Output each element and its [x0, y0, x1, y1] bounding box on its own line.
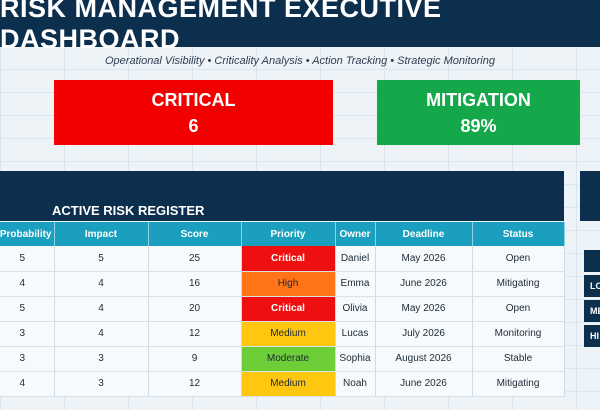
table-row[interactable]: 3 4 12 Medium Lucas July 2026 Monitoring	[0, 321, 565, 347]
cell-owner[interactable]: Lucas	[335, 321, 376, 347]
column-header-probability[interactable]: Probability	[0, 222, 55, 246]
cell-deadline[interactable]: June 2026	[375, 271, 473, 297]
side-panel-row-medium: ME	[584, 300, 600, 322]
cell-owner[interactable]: Sophia	[335, 346, 376, 372]
risk-register-table: Probability Impact Score Priority Owner …	[0, 222, 565, 397]
table-header-row: Probability Impact Score Priority Owner …	[0, 222, 565, 246]
kpi-critical-value: 6	[188, 115, 199, 136]
cell-score[interactable]: 12	[148, 321, 242, 347]
table-row[interactable]: 5 4 20 Critical Olivia May 2026 Open	[0, 296, 565, 322]
cell-status[interactable]: Open	[472, 246, 565, 272]
cell-priority[interactable]: Moderate	[241, 346, 336, 372]
table-row[interactable]: 3 3 9 Moderate Sophia August 2026 Stable	[0, 346, 565, 372]
cell-score[interactable]: 12	[148, 371, 242, 397]
cell-deadline[interactable]: May 2026	[375, 246, 473, 272]
cell-score[interactable]: 16	[148, 271, 242, 297]
cell-priority[interactable]: Medium	[241, 371, 336, 397]
side-panel-row-high: HI	[584, 325, 600, 347]
table-row[interactable]: 4 4 16 High Emma June 2026 Mitigating	[0, 271, 565, 297]
side-panel-header-band	[580, 171, 600, 221]
cell-owner[interactable]: Olivia	[335, 296, 376, 322]
cell-score[interactable]: 20	[148, 296, 242, 322]
column-header-deadline[interactable]: Deadline	[375, 222, 473, 246]
cell-status[interactable]: Mitigating	[472, 371, 565, 397]
cell-probability[interactable]: 5	[0, 296, 55, 322]
cell-status[interactable]: Mitigating	[472, 271, 565, 297]
cell-impact[interactable]: 4	[54, 296, 149, 322]
cell-priority[interactable]: High	[241, 271, 336, 297]
cell-status[interactable]: Open	[472, 296, 565, 322]
cell-priority[interactable]: Critical	[241, 296, 336, 322]
cell-deadline[interactable]: June 2026	[375, 371, 473, 397]
register-title: ACTIVE RISK REGISTER	[52, 203, 205, 218]
cell-impact[interactable]: 3	[54, 346, 149, 372]
cell-impact[interactable]: 4	[54, 271, 149, 297]
column-header-owner[interactable]: Owner	[335, 222, 376, 246]
table-row[interactable]: 5 5 25 Critical Daniel May 2026 Open	[0, 246, 565, 272]
cell-probability[interactable]: 3	[0, 321, 55, 347]
cell-probability[interactable]: 3	[0, 346, 55, 372]
column-header-priority[interactable]: Priority	[241, 222, 336, 246]
cell-probability[interactable]: 5	[0, 246, 55, 272]
cell-deadline[interactable]: August 2026	[375, 346, 473, 372]
cell-status[interactable]: Monitoring	[472, 321, 565, 347]
kpi-mitigation-card[interactable]: MITIGATION 89%	[377, 80, 580, 145]
table-row[interactable]: 4 3 12 Medium Noah June 2026 Mitigating	[0, 371, 565, 397]
cell-priority[interactable]: Medium	[241, 321, 336, 347]
kpi-critical-label: CRITICAL	[151, 89, 236, 110]
kpi-critical-card[interactable]: CRITICAL 6	[54, 80, 333, 145]
side-panel-row-low: LO	[584, 275, 600, 297]
column-header-impact[interactable]: Impact	[54, 222, 149, 246]
cell-deadline[interactable]: July 2026	[375, 321, 473, 347]
cell-deadline[interactable]: May 2026	[375, 296, 473, 322]
cell-impact[interactable]: 5	[54, 246, 149, 272]
column-header-status[interactable]: Status	[472, 222, 565, 246]
cell-score[interactable]: 9	[148, 346, 242, 372]
side-panel-row	[584, 250, 600, 272]
cell-owner[interactable]: Daniel	[335, 246, 376, 272]
cell-impact[interactable]: 3	[54, 371, 149, 397]
cell-probability[interactable]: 4	[0, 271, 55, 297]
cell-probability[interactable]: 4	[0, 371, 55, 397]
register-header-band	[0, 171, 564, 221]
dashboard-title: RISK MANAGEMENT EXECUTIVE DASHBOARD	[0, 0, 600, 54]
cell-status[interactable]: Stable	[472, 346, 565, 372]
dashboard-subtitle: Operational Visibility • Criticality Ana…	[105, 55, 495, 67]
dashboard-title-text: RISK MANAGEMENT EXECUTIVE DASHBOARD	[0, 0, 442, 54]
cell-owner[interactable]: Noah	[335, 371, 376, 397]
column-header-score[interactable]: Score	[148, 222, 242, 246]
kpi-mitigation-label: MITIGATION	[426, 89, 531, 110]
cell-score[interactable]: 25	[148, 246, 242, 272]
cell-owner[interactable]: Emma	[335, 271, 376, 297]
cell-priority[interactable]: Critical	[241, 246, 336, 272]
kpi-mitigation-value: 89%	[460, 115, 497, 136]
cell-impact[interactable]: 4	[54, 321, 149, 347]
